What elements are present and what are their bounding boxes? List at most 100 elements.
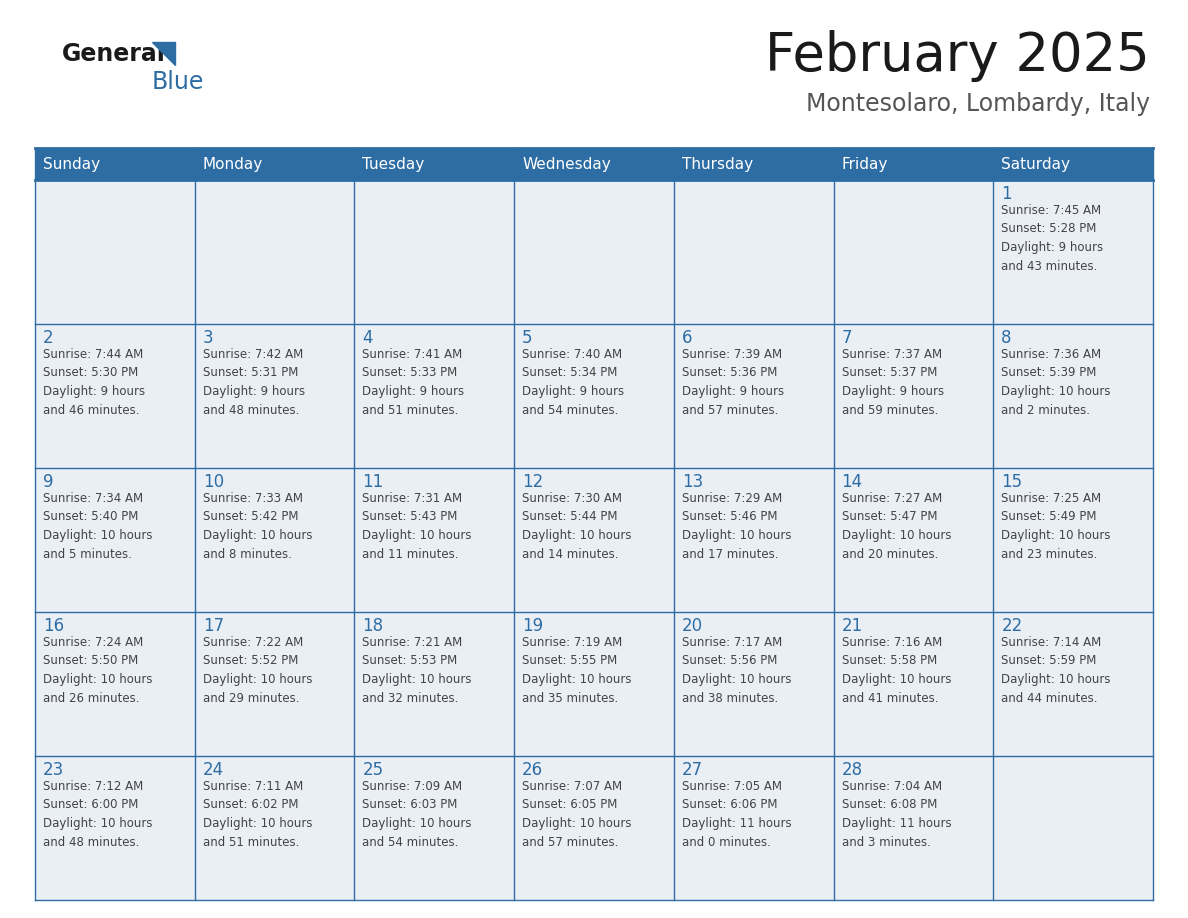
Bar xyxy=(674,612,834,756)
Bar xyxy=(354,756,514,900)
Bar xyxy=(993,468,1154,612)
Text: 9: 9 xyxy=(43,473,53,491)
Text: Sunrise: 7:27 AM
Sunset: 5:47 PM
Daylight: 10 hours
and 20 minutes.: Sunrise: 7:27 AM Sunset: 5:47 PM Dayligh… xyxy=(841,492,952,561)
Text: Sunrise: 7:21 AM
Sunset: 5:53 PM
Daylight: 10 hours
and 32 minutes.: Sunrise: 7:21 AM Sunset: 5:53 PM Dayligh… xyxy=(362,636,472,704)
Bar xyxy=(514,324,674,468)
Bar xyxy=(354,468,514,612)
Text: Montesolaro, Lombardy, Italy: Montesolaro, Lombardy, Italy xyxy=(805,92,1150,116)
Text: 7: 7 xyxy=(841,329,852,347)
Text: Sunrise: 7:45 AM
Sunset: 5:28 PM
Daylight: 9 hours
and 43 minutes.: Sunrise: 7:45 AM Sunset: 5:28 PM Dayligh… xyxy=(1001,204,1104,273)
Bar xyxy=(354,180,514,324)
Bar xyxy=(34,468,195,612)
Text: Sunrise: 7:17 AM
Sunset: 5:56 PM
Daylight: 10 hours
and 38 minutes.: Sunrise: 7:17 AM Sunset: 5:56 PM Dayligh… xyxy=(682,636,791,704)
Text: Sunrise: 7:25 AM
Sunset: 5:49 PM
Daylight: 10 hours
and 23 minutes.: Sunrise: 7:25 AM Sunset: 5:49 PM Dayligh… xyxy=(1001,492,1111,561)
Text: 8: 8 xyxy=(1001,329,1012,347)
Text: 11: 11 xyxy=(362,473,384,491)
Text: Sunrise: 7:30 AM
Sunset: 5:44 PM
Daylight: 10 hours
and 14 minutes.: Sunrise: 7:30 AM Sunset: 5:44 PM Dayligh… xyxy=(523,492,632,561)
Bar xyxy=(834,756,993,900)
Text: 13: 13 xyxy=(682,473,703,491)
Text: Sunrise: 7:41 AM
Sunset: 5:33 PM
Daylight: 9 hours
and 51 minutes.: Sunrise: 7:41 AM Sunset: 5:33 PM Dayligh… xyxy=(362,348,465,417)
Text: Tuesday: Tuesday xyxy=(362,156,424,172)
Bar xyxy=(674,756,834,900)
Text: 21: 21 xyxy=(841,617,862,635)
Text: Sunrise: 7:05 AM
Sunset: 6:06 PM
Daylight: 11 hours
and 0 minutes.: Sunrise: 7:05 AM Sunset: 6:06 PM Dayligh… xyxy=(682,780,791,848)
Bar xyxy=(674,324,834,468)
Bar xyxy=(195,468,354,612)
Text: 4: 4 xyxy=(362,329,373,347)
Text: 6: 6 xyxy=(682,329,693,347)
Text: Sunrise: 7:37 AM
Sunset: 5:37 PM
Daylight: 9 hours
and 59 minutes.: Sunrise: 7:37 AM Sunset: 5:37 PM Dayligh… xyxy=(841,348,943,417)
Text: Friday: Friday xyxy=(841,156,887,172)
Bar xyxy=(514,180,674,324)
Polygon shape xyxy=(152,42,175,65)
Bar xyxy=(195,324,354,468)
Text: 19: 19 xyxy=(523,617,543,635)
Text: Sunrise: 7:19 AM
Sunset: 5:55 PM
Daylight: 10 hours
and 35 minutes.: Sunrise: 7:19 AM Sunset: 5:55 PM Dayligh… xyxy=(523,636,632,704)
Text: 12: 12 xyxy=(523,473,543,491)
Text: 15: 15 xyxy=(1001,473,1023,491)
Text: Sunrise: 7:36 AM
Sunset: 5:39 PM
Daylight: 10 hours
and 2 minutes.: Sunrise: 7:36 AM Sunset: 5:39 PM Dayligh… xyxy=(1001,348,1111,417)
Text: Sunday: Sunday xyxy=(43,156,100,172)
Bar xyxy=(34,756,195,900)
Text: 16: 16 xyxy=(43,617,64,635)
Text: Thursday: Thursday xyxy=(682,156,753,172)
Bar xyxy=(834,468,993,612)
Bar xyxy=(993,612,1154,756)
Bar xyxy=(354,324,514,468)
Text: Sunrise: 7:34 AM
Sunset: 5:40 PM
Daylight: 10 hours
and 5 minutes.: Sunrise: 7:34 AM Sunset: 5:40 PM Dayligh… xyxy=(43,492,152,561)
Text: 23: 23 xyxy=(43,761,64,779)
Text: Sunrise: 7:44 AM
Sunset: 5:30 PM
Daylight: 9 hours
and 46 minutes.: Sunrise: 7:44 AM Sunset: 5:30 PM Dayligh… xyxy=(43,348,145,417)
Text: Sunrise: 7:11 AM
Sunset: 6:02 PM
Daylight: 10 hours
and 51 minutes.: Sunrise: 7:11 AM Sunset: 6:02 PM Dayligh… xyxy=(203,780,312,848)
Text: Saturday: Saturday xyxy=(1001,156,1070,172)
Text: Sunrise: 7:40 AM
Sunset: 5:34 PM
Daylight: 9 hours
and 54 minutes.: Sunrise: 7:40 AM Sunset: 5:34 PM Dayligh… xyxy=(523,348,624,417)
Bar xyxy=(514,756,674,900)
Text: 17: 17 xyxy=(203,617,223,635)
Bar xyxy=(993,180,1154,324)
Bar xyxy=(834,612,993,756)
Text: Sunrise: 7:12 AM
Sunset: 6:00 PM
Daylight: 10 hours
and 48 minutes.: Sunrise: 7:12 AM Sunset: 6:00 PM Dayligh… xyxy=(43,780,152,848)
Bar xyxy=(195,180,354,324)
Text: Sunrise: 7:33 AM
Sunset: 5:42 PM
Daylight: 10 hours
and 8 minutes.: Sunrise: 7:33 AM Sunset: 5:42 PM Dayligh… xyxy=(203,492,312,561)
Text: Sunrise: 7:09 AM
Sunset: 6:03 PM
Daylight: 10 hours
and 54 minutes.: Sunrise: 7:09 AM Sunset: 6:03 PM Dayligh… xyxy=(362,780,472,848)
Bar xyxy=(34,324,195,468)
Text: Wednesday: Wednesday xyxy=(523,156,611,172)
Text: Sunrise: 7:16 AM
Sunset: 5:58 PM
Daylight: 10 hours
and 41 minutes.: Sunrise: 7:16 AM Sunset: 5:58 PM Dayligh… xyxy=(841,636,952,704)
Bar xyxy=(993,756,1154,900)
Text: Sunrise: 7:24 AM
Sunset: 5:50 PM
Daylight: 10 hours
and 26 minutes.: Sunrise: 7:24 AM Sunset: 5:50 PM Dayligh… xyxy=(43,636,152,704)
Text: Sunrise: 7:22 AM
Sunset: 5:52 PM
Daylight: 10 hours
and 29 minutes.: Sunrise: 7:22 AM Sunset: 5:52 PM Dayligh… xyxy=(203,636,312,704)
Text: 18: 18 xyxy=(362,617,384,635)
Text: February 2025: February 2025 xyxy=(765,30,1150,82)
Text: Sunrise: 7:14 AM
Sunset: 5:59 PM
Daylight: 10 hours
and 44 minutes.: Sunrise: 7:14 AM Sunset: 5:59 PM Dayligh… xyxy=(1001,636,1111,704)
Text: 5: 5 xyxy=(523,329,532,347)
Text: 28: 28 xyxy=(841,761,862,779)
Text: 25: 25 xyxy=(362,761,384,779)
Text: Sunrise: 7:07 AM
Sunset: 6:05 PM
Daylight: 10 hours
and 57 minutes.: Sunrise: 7:07 AM Sunset: 6:05 PM Dayligh… xyxy=(523,780,632,848)
Text: Sunrise: 7:04 AM
Sunset: 6:08 PM
Daylight: 11 hours
and 3 minutes.: Sunrise: 7:04 AM Sunset: 6:08 PM Dayligh… xyxy=(841,780,952,848)
Bar xyxy=(514,468,674,612)
Text: 2: 2 xyxy=(43,329,53,347)
Bar xyxy=(674,180,834,324)
Text: Sunrise: 7:29 AM
Sunset: 5:46 PM
Daylight: 10 hours
and 17 minutes.: Sunrise: 7:29 AM Sunset: 5:46 PM Dayligh… xyxy=(682,492,791,561)
Text: 27: 27 xyxy=(682,761,703,779)
Text: 14: 14 xyxy=(841,473,862,491)
Bar xyxy=(993,324,1154,468)
Bar xyxy=(834,180,993,324)
Text: 10: 10 xyxy=(203,473,223,491)
Bar xyxy=(34,180,195,324)
Bar xyxy=(34,612,195,756)
Bar xyxy=(674,468,834,612)
Text: Monday: Monday xyxy=(203,156,263,172)
Bar xyxy=(195,612,354,756)
Bar xyxy=(195,756,354,900)
Text: Sunrise: 7:39 AM
Sunset: 5:36 PM
Daylight: 9 hours
and 57 minutes.: Sunrise: 7:39 AM Sunset: 5:36 PM Dayligh… xyxy=(682,348,784,417)
Text: Blue: Blue xyxy=(152,70,204,94)
Bar xyxy=(834,324,993,468)
Text: General: General xyxy=(62,42,166,66)
Text: 3: 3 xyxy=(203,329,214,347)
Text: 1: 1 xyxy=(1001,185,1012,203)
Bar xyxy=(34,148,1154,180)
Text: 20: 20 xyxy=(682,617,703,635)
Text: 26: 26 xyxy=(523,761,543,779)
Bar xyxy=(514,612,674,756)
Text: Sunrise: 7:42 AM
Sunset: 5:31 PM
Daylight: 9 hours
and 48 minutes.: Sunrise: 7:42 AM Sunset: 5:31 PM Dayligh… xyxy=(203,348,305,417)
